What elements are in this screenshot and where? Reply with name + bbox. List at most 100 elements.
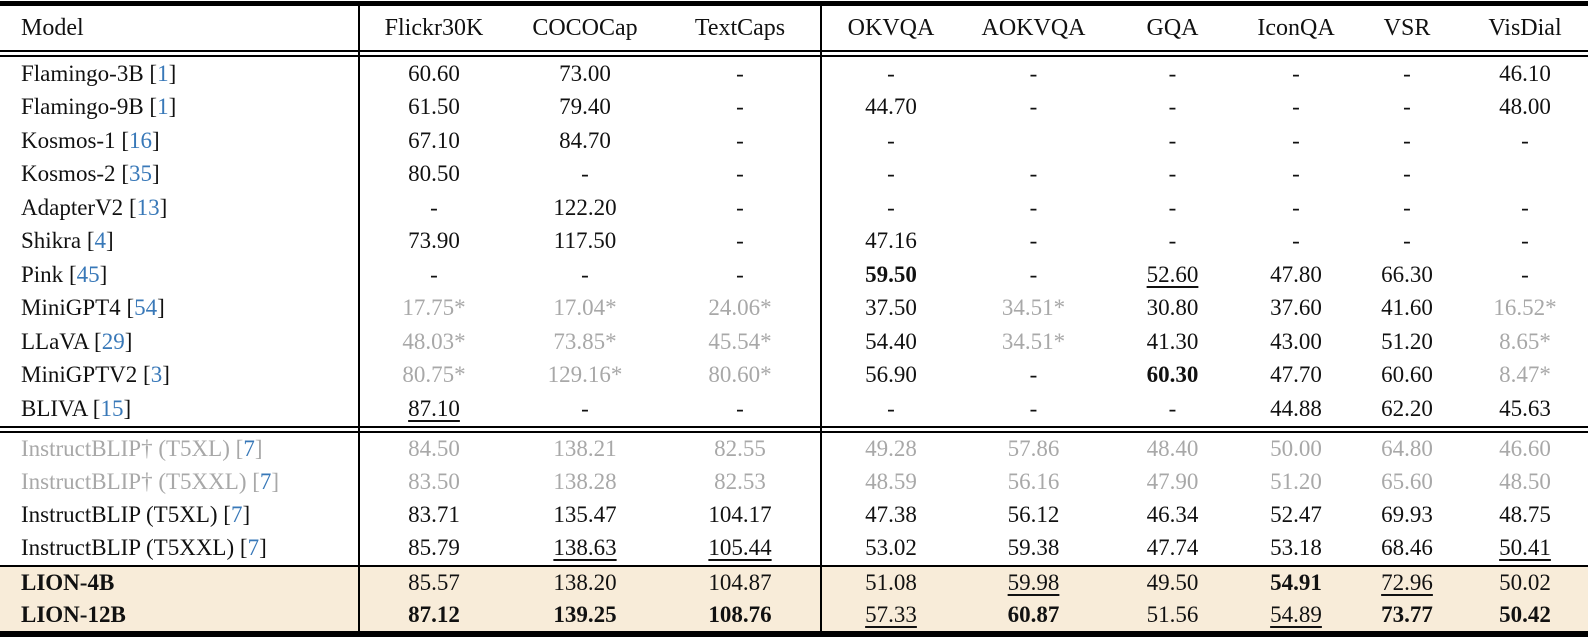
score-cell: 60.87 [1007, 601, 1060, 627]
citation-link[interactable]: 16 [128, 127, 152, 153]
top-rule [0, 1, 1588, 6]
model-name: InstructBLIP† (T5XXL) [7] [0, 469, 358, 495]
score-cell: 80.75* [402, 362, 466, 388]
score-cell: - [1403, 94, 1411, 120]
model-label: Flamingo-9B [21, 94, 144, 120]
citation-link[interactable]: 1 [157, 60, 169, 86]
score-cell: 51.20 [1270, 469, 1322, 494]
citation-link[interactable]: 4 [94, 228, 106, 254]
score-cell: 104.17 [708, 502, 772, 527]
score-cell: 54.89 [1270, 601, 1322, 627]
score-cell: 57.86 [1007, 436, 1060, 461]
citation-bracket: [ [234, 535, 248, 560]
model-name: LION-4B [0, 570, 358, 596]
score-cell: - [581, 161, 589, 187]
model-label: LLaVA [21, 328, 89, 354]
model-name: LLaVA [29] [0, 329, 358, 355]
score-cell: - [887, 161, 895, 187]
score-cell: 80.50 [408, 161, 460, 187]
citation-link[interactable]: 3 [150, 362, 163, 388]
citation-link[interactable]: 15 [100, 395, 124, 421]
table-row: MiniGPTV2 [3] 80.75* 129.16* 80.60* 56.90 - 60… [0, 359, 1588, 393]
score-cell: - [1029, 60, 1038, 86]
score-cell: - [1168, 161, 1177, 187]
score-cell: 135.47 [553, 502, 617, 527]
model-name: Kosmos-1 [16] [0, 128, 358, 154]
score-cell: - [581, 261, 589, 287]
table-row: Flamingo-9B [1] 61.50 79.40 - 44.70 - - - - 48.00 [0, 91, 1588, 125]
score-cell: 61.50 [408, 94, 460, 120]
score-cell: 48.03* [402, 328, 466, 354]
score-cell: 87.10 [408, 395, 460, 421]
score-cell: 64.80 [1381, 436, 1433, 461]
model-name: Kosmos-2 [35] [0, 161, 358, 187]
score-cell: 46.10 [1499, 60, 1551, 86]
model-label: Kosmos-2 [21, 161, 116, 187]
score-cell: - [1403, 194, 1411, 220]
column-header-vsr: VSR [1383, 14, 1431, 41]
table-row: Kosmos-1 [16] 67.10 84.70 - - - - - - [0, 124, 1588, 158]
score-cell: 43.00 [1270, 328, 1322, 354]
model-name: LION-12B [0, 602, 358, 628]
citation-link[interactable]: 45 [76, 261, 100, 287]
model-label: MiniGPTV2 [21, 362, 138, 388]
table-row: InstructBLIP (T5XL) [7] 83.71 135.47 104.17… [0, 499, 1588, 532]
table-row: LLaVA [29] 48.03* 73.85* 45.54* 54.40 34.51* 4… [0, 325, 1588, 359]
score-cell: 46.60 [1499, 436, 1551, 461]
score-cell: - [736, 228, 744, 254]
score-cell: - [1292, 194, 1300, 220]
table-row: InstructBLIP† (T5XL) [7] 84.50 138.21 82.55… [0, 433, 1588, 466]
score-cell: 16.52* [1493, 295, 1557, 321]
score-cell: 80.60* [708, 362, 772, 388]
score-cell: 54.91 [1270, 569, 1322, 595]
score-cell: - [1521, 127, 1529, 153]
section-separator-rule [0, 425, 1588, 433]
score-cell: 34.51* [1001, 295, 1066, 321]
score-cell: 87.12 [408, 601, 460, 627]
score-cell: 56.16 [1007, 469, 1060, 494]
score-cell: 47.74 [1146, 535, 1199, 560]
score-cell: 68.46 [1381, 535, 1433, 560]
score-cell: 37.50 [865, 295, 917, 321]
score-cell: 53.02 [865, 535, 917, 560]
score-cell: - [1403, 60, 1411, 86]
citation-link[interactable]: 29 [101, 328, 125, 354]
score-cell: - [887, 395, 895, 421]
score-cell: 47.16 [865, 228, 917, 254]
score-cell: 8.47* [1499, 362, 1551, 388]
citation-link[interactable]: 7 [230, 502, 243, 527]
citation-bracket: ] [99, 261, 108, 287]
score-cell: 47.70 [1270, 362, 1322, 388]
citation-link[interactable]: 7 [247, 535, 260, 560]
score-cell: 53.18 [1270, 535, 1322, 560]
column-divider-model [358, 6, 360, 631]
score-cell: 138.28 [553, 469, 617, 494]
citation-link[interactable]: 1 [157, 94, 169, 120]
score-cell: 48.59 [865, 469, 917, 494]
score-cell: - [430, 194, 438, 220]
citation-link[interactable]: 13 [136, 194, 160, 220]
citation-link[interactable]: 35 [128, 161, 152, 187]
score-cell: - [430, 261, 438, 287]
score-cell: 41.30 [1146, 328, 1199, 354]
score-cell: 83.71 [408, 502, 460, 527]
score-cell: - [736, 127, 744, 153]
score-cell: 59.98 [1007, 569, 1060, 595]
citation-link[interactable]: 54 [134, 295, 158, 321]
table-header-row: Model Flickr30K COCOCap TextCaps OKVQA AOKVQA… [0, 6, 1588, 50]
table-row: Shikra [4] 73.90 117.50 - 47.16 - - - - - [0, 225, 1588, 259]
score-cell: 60.60 [1381, 362, 1433, 388]
score-cell: 49.28 [865, 436, 917, 461]
citation-link[interactable]: 7 [259, 469, 272, 494]
citation-link[interactable]: 7 [243, 436, 255, 461]
score-cell: - [736, 261, 744, 287]
table-row: LION-12B 87.12 139.25 108.76 57.33 60.87 51.56… [0, 599, 1588, 631]
score-cell: 82.55 [714, 436, 766, 461]
model-label: InstructBLIP (T5XXL) [21, 535, 235, 560]
score-cell: - [1292, 127, 1300, 153]
score-cell: 50.02 [1499, 569, 1551, 595]
model-label: InstructBLIP (T5XL) [21, 502, 218, 527]
citation-bracket: ] [151, 127, 160, 153]
score-cell: - [887, 60, 895, 86]
